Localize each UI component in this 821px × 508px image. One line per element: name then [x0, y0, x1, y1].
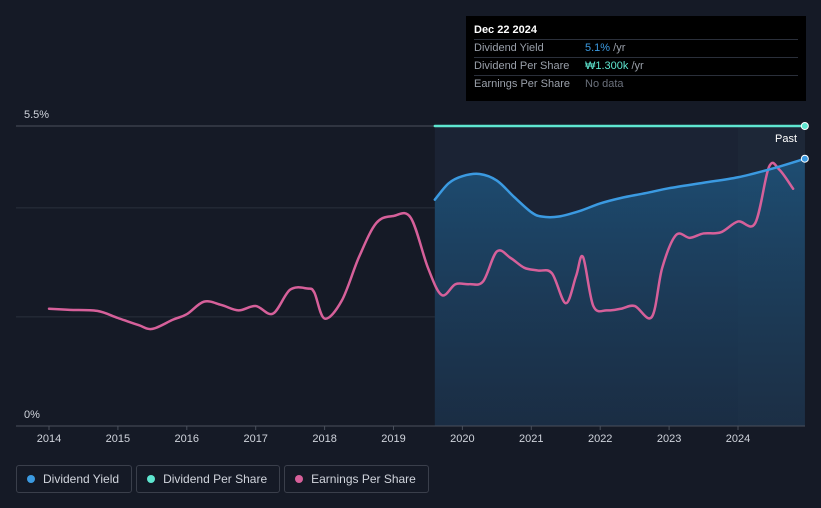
legend-label: Dividend Per Share: [163, 472, 268, 486]
x-tick-label: 2024: [726, 433, 750, 445]
past-label: Past: [775, 133, 797, 145]
y-tick-label: 0%: [24, 409, 40, 421]
tooltip-value: ₩1.300k: [585, 60, 629, 72]
series-end-point-dividend-per-share: [800, 122, 809, 130]
tooltip: Dec 22 2024 Dividend Yield 5.1% /yr Divi…: [466, 16, 806, 101]
tooltip-row-earnings-per-share: Earnings Per Share No data: [474, 76, 798, 93]
tooltip-label: Earnings Per Share: [474, 78, 570, 90]
x-tick-label: 2022: [588, 433, 612, 445]
series-line-earnings-per-share: [47, 161, 795, 331]
tooltip-row-dividend-yield: Dividend Yield 5.1% /yr: [474, 40, 798, 58]
legend-dot: [295, 475, 304, 483]
y-tick-label: 5.5%: [24, 109, 49, 121]
x-tick-label: 2016: [175, 433, 199, 445]
x-axis-ticks: 2014 2015 2016 2017 2018 2019 2020 2021 2022 2023…: [37, 426, 750, 445]
x-tick-label: 2020: [450, 433, 474, 445]
tooltip-label: Dividend Per Share: [474, 60, 570, 72]
x-tick-label: 2018: [312, 433, 336, 445]
legend-label: Earnings Per Share: [311, 472, 416, 486]
x-tick-label: 2015: [106, 433, 130, 445]
legend-dividend-per-share[interactable]: Dividend Per Share: [136, 465, 281, 493]
chart-legend: Dividend Yield Dividend Per Share Earnin…: [16, 465, 429, 493]
series-end-point-dividend-yield: [800, 154, 809, 163]
y-axis-ticks: 5.5% 0%: [24, 109, 49, 421]
tooltip-value: No data: [585, 78, 624, 90]
x-tick-label: 2021: [519, 433, 543, 445]
tooltip-value: 5.1%: [585, 42, 611, 54]
tooltip-date: Dec 22 2024: [474, 22, 798, 40]
x-tick-label: 2017: [243, 433, 267, 445]
legend-label: Dividend Yield: [43, 472, 120, 486]
tooltip-suffix: /yr: [628, 60, 644, 72]
x-tick-label: 2014: [37, 433, 61, 445]
legend-dot: [27, 475, 35, 483]
legend-earnings-per-share[interactable]: Earnings Per Share: [284, 465, 429, 493]
dividend-yield-area: [434, 158, 805, 426]
tooltip-row-dividend-per-share: Dividend Per Share ₩1.300k /yr: [474, 58, 798, 76]
tooltip-label: Dividend Yield: [474, 42, 544, 54]
x-tick-label: 2023: [657, 433, 681, 445]
x-tick-label: 2019: [381, 433, 405, 445]
tooltip-suffix: /yr: [610, 42, 626, 54]
legend-dot: [147, 475, 156, 483]
series-line-dividend-yield: [433, 157, 807, 219]
legend-dividend-yield[interactable]: Dividend Yield: [16, 465, 133, 493]
